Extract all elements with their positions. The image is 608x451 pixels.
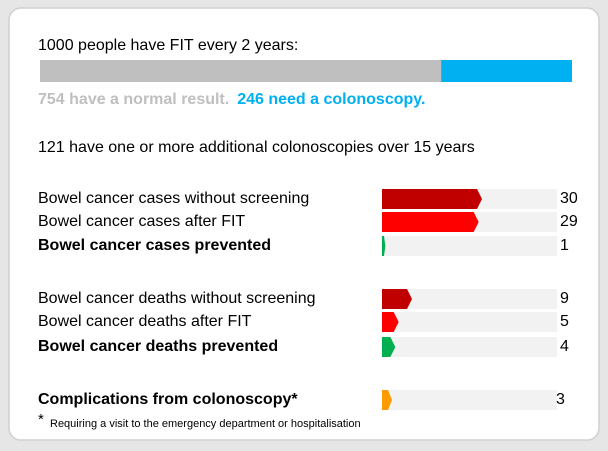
row-value: 4 — [560, 338, 569, 355]
footnote-symbol: * — [38, 411, 44, 428]
row-label: Bowel cancer cases prevented — [38, 237, 271, 254]
row-value: 9 — [560, 290, 569, 307]
bar-track — [382, 390, 557, 410]
row-value: 5 — [560, 313, 569, 330]
row-value: 1 — [560, 237, 569, 254]
footnote: Requiring a visit to the emergency depar… — [50, 418, 361, 430]
fit-segment — [441, 60, 572, 82]
fit-segment — [40, 60, 442, 82]
row-label: Bowel cancer deaths after FIT — [38, 313, 252, 330]
row-label: Bowel cancer cases without screening — [38, 190, 309, 207]
row-label: Bowel cancer cases after FIT — [38, 213, 245, 230]
row-value: 29 — [560, 213, 578, 230]
bar — [382, 390, 392, 410]
bar-track — [382, 289, 557, 309]
additional-note: 121 have one or more additional colonosc… — [38, 139, 475, 156]
fit-result-label: 246 need a colonoscopy. — [237, 91, 425, 108]
row-label: Complications from colonoscopy* — [38, 391, 298, 408]
row-label: Bowel cancer deaths without screening — [38, 290, 316, 307]
row-label: Bowel cancer deaths prevented — [38, 338, 278, 355]
bar — [382, 212, 479, 232]
bar — [382, 337, 396, 357]
fit-result-labels: 754 have a normal result. 246 need a colo… — [38, 91, 425, 108]
bar-track — [382, 312, 557, 332]
fit-result-label: 754 have a normal result. — [38, 91, 229, 108]
bar — [382, 289, 412, 309]
header: 1000 people have FIT every 2 years: — [38, 37, 298, 54]
row-value: 30 — [560, 190, 578, 207]
row-value: 3 — [556, 391, 565, 408]
bar-track — [382, 236, 557, 256]
bar — [382, 189, 482, 209]
bar-track — [382, 337, 557, 357]
bar — [382, 236, 386, 256]
bar — [382, 312, 399, 332]
